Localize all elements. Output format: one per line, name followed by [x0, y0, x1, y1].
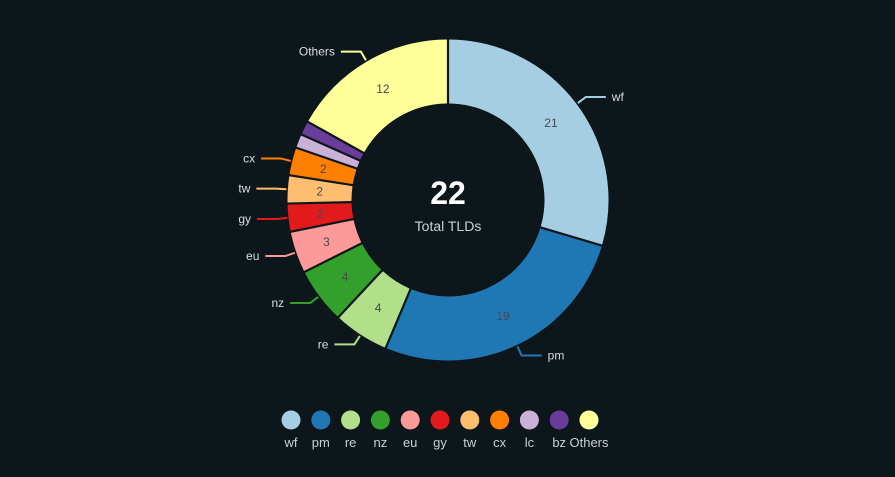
callout-label-eu: eu [246, 249, 259, 263]
callout-label-re: re [318, 337, 329, 351]
legend-item-bz[interactable]: bz [549, 410, 569, 451]
slice-value-gy: 2 [317, 207, 324, 221]
legend-label-cx: cx [493, 435, 507, 450]
slice-gy[interactable] [287, 203, 354, 231]
slice-value-re: 4 [375, 301, 382, 315]
slices-layer [287, 39, 609, 361]
legend-label-eu: eu [403, 435, 417, 450]
legend-item-nz[interactable]: nz [370, 410, 390, 451]
center-label: 22 Total TLDs [415, 175, 482, 234]
callout-line-gy [257, 216, 288, 220]
legend-item-gy[interactable]: gy [430, 410, 450, 451]
callout-line-eu [265, 251, 296, 258]
legend-label-bz: bz [552, 435, 566, 450]
slice-cx[interactable] [289, 148, 357, 184]
legend-swatch-cx [490, 410, 510, 430]
legend-item-tw[interactable]: tw [460, 410, 480, 451]
callout-line-tw [256, 187, 287, 191]
slice-bz[interactable] [302, 122, 364, 160]
callout-line-cx [261, 157, 292, 162]
slice-value-others: 12 [376, 82, 390, 96]
legend-swatch-re [341, 410, 361, 430]
slice-value-pm: 19 [496, 309, 510, 323]
callouts-layer: wf pm re nz eu gy tw cx Others [238, 45, 624, 363]
legend-swatch-gy [430, 410, 450, 430]
callout-label-wf: wf [611, 90, 625, 104]
legend-swatch-pm [311, 410, 331, 430]
legend-item-lc[interactable]: lc [519, 410, 539, 451]
legend-swatch-bz [549, 410, 569, 430]
slice-wf[interactable] [449, 39, 609, 245]
slice-others[interactable] [308, 39, 447, 152]
slice-value-eu: 3 [323, 235, 330, 249]
legend-label-nz: nz [374, 435, 388, 450]
slice-value-wf: 21 [544, 116, 558, 130]
legend-item-pm[interactable]: pm [311, 410, 331, 451]
legend-swatch-eu [400, 410, 420, 430]
callout-line-re [334, 335, 361, 346]
center-caption: Total TLDs [415, 218, 482, 234]
slice-value-tw: 2 [316, 184, 323, 198]
legend-item-eu[interactable]: eu [400, 410, 420, 451]
slice-re[interactable] [339, 271, 410, 348]
legend-label-wf: wf [284, 435, 298, 450]
callout-line-nz [290, 296, 319, 304]
legend: wf pm re nz eu gy tw cx lc bz Others [281, 410, 609, 451]
legend-label-re: re [345, 435, 357, 450]
callout-label-others: Others [299, 45, 335, 59]
center-total: 22 [430, 175, 466, 211]
legend-swatch-nz [370, 410, 390, 430]
legend-swatch-lc [519, 410, 539, 430]
legend-label-lc: lc [525, 435, 535, 450]
slice-eu[interactable] [290, 220, 362, 271]
callout-label-nz: nz [272, 296, 285, 310]
legend-label-pm: pm [312, 435, 330, 450]
slice-tw[interactable] [287, 176, 353, 203]
legend-item-wf[interactable]: wf [281, 410, 301, 451]
callout-line-wf [577, 96, 606, 104]
legend-item-cx[interactable]: cx [490, 410, 510, 451]
legend-label-others: Others [569, 435, 609, 450]
slice-value-nz: 4 [342, 270, 349, 284]
slice-lc[interactable] [296, 135, 360, 168]
callout-label-cx: cx [243, 152, 255, 166]
callout-label-tw: tw [238, 182, 250, 196]
callout-line-others [340, 50, 367, 61]
legend-label-gy: gy [433, 435, 447, 450]
callout-label-gy: gy [238, 212, 251, 226]
slice-pm[interactable] [386, 228, 602, 361]
slice-value-cx: 2 [320, 162, 327, 176]
legend-swatch-tw [460, 410, 480, 430]
legend-item-re[interactable]: re [341, 410, 361, 451]
legend-swatch-others [579, 410, 599, 430]
legend-item-others[interactable]: Others [569, 410, 609, 451]
slice-nz[interactable] [305, 244, 382, 317]
legend-label-tw: tw [463, 435, 477, 450]
legend-swatch-wf [281, 410, 301, 430]
callout-label-pm: pm [548, 348, 565, 362]
callout-line-pm [516, 345, 542, 357]
